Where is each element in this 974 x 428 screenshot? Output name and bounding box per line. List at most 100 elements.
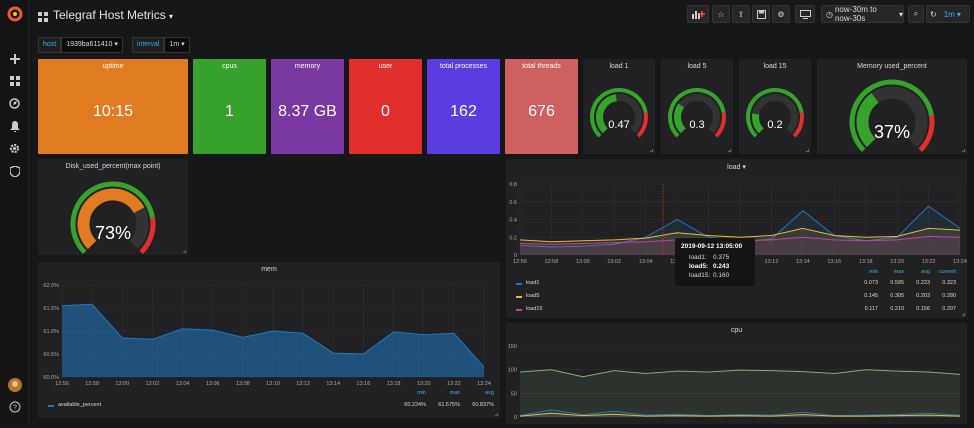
- time-range-label: now-30m to now-30s: [835, 5, 896, 23]
- stat-value: 1: [193, 103, 266, 121]
- legend-item[interactable]: available_percent: [48, 402, 138, 410]
- y-tick-label: 62.0%: [43, 283, 59, 289]
- memory-used-panel[interactable]: Memory used_percent 37%: [817, 59, 967, 154]
- legend-stat: 0.223: [902, 280, 930, 286]
- load5-gauge: [661, 79, 733, 149]
- panel-title[interactable]: load ▾: [506, 163, 967, 171]
- explore-icon[interactable]: [0, 94, 29, 112]
- refresh-button[interactable]: ↻1m▾: [926, 5, 970, 23]
- x-tick-label: 13:22: [922, 259, 936, 265]
- star-icon: ☆: [717, 10, 724, 19]
- x-tick-label: 13:12: [296, 381, 310, 387]
- legend-stat: 0.203: [902, 293, 930, 299]
- y-tick-label: 60.5%: [43, 352, 59, 358]
- load1-panel[interactable]: load 1 0.47: [583, 59, 655, 154]
- x-tick-label: 13:06: [206, 381, 220, 387]
- panel-title: cpu: [506, 327, 967, 334]
- x-tick-label: 13:08: [236, 381, 250, 387]
- x-tick-label: 13:24: [477, 381, 491, 387]
- gear-icon[interactable]: [0, 139, 29, 157]
- svg-text:?: ?: [13, 405, 17, 412]
- x-tick-label: 13:22: [447, 381, 461, 387]
- tooltip-series: load1:: [681, 253, 713, 262]
- panel-title: load 1: [583, 63, 655, 70]
- panel-title: memory: [271, 63, 344, 70]
- x-tick-label: 13:04: [639, 259, 653, 265]
- bell-icon[interactable]: [0, 117, 29, 135]
- share-button[interactable]: ⇪: [732, 5, 750, 23]
- dashboard-title[interactable]: Telegraf Host Metrics ▾: [53, 8, 173, 22]
- legend-label: load1: [526, 280, 539, 286]
- memory-panel[interactable]: memory 8.37 GB: [271, 59, 344, 154]
- x-tick-label: 13:10: [266, 381, 280, 387]
- zoom-out-button[interactable]: ⌕: [908, 5, 924, 23]
- y-tick-label: 0.2: [509, 235, 517, 241]
- time-picker-button[interactable]: ◷now-30m to now-30s▾: [821, 5, 904, 23]
- legend-stat: 0.073: [850, 280, 878, 286]
- panel-title: total processes: [427, 63, 500, 70]
- y-tick-label: 0.8: [509, 182, 517, 188]
- avatar[interactable]: [0, 376, 29, 394]
- refresh-icon: ↻: [930, 10, 937, 19]
- stat-value: 10:15: [38, 103, 188, 121]
- x-tick-label: 13:20: [890, 259, 904, 265]
- settings-button[interactable]: ⚙: [772, 5, 790, 23]
- legend-stat: 0.280: [928, 293, 956, 299]
- total-processes-panel[interactable]: total processes 162: [427, 59, 500, 154]
- sidebar: ?: [0, 0, 29, 424]
- legend-item[interactable]: load5: [516, 293, 606, 301]
- add-panel-button[interactable]: [687, 5, 709, 23]
- monitor-icon: [800, 10, 811, 19]
- variable-select-host[interactable]: 1939ba611410 ▾: [61, 37, 123, 53]
- x-tick-label: 13:14: [326, 381, 340, 387]
- star-button[interactable]: ☆: [712, 5, 730, 23]
- share-icon: ⇪: [738, 10, 745, 19]
- cpus-panel[interactable]: cpus 1: [193, 59, 266, 154]
- help-icon[interactable]: ?: [0, 398, 29, 416]
- y-tick-label: 150: [508, 344, 517, 350]
- legend-stat: 0.595: [876, 280, 904, 286]
- legend-item[interactable]: load15: [516, 306, 606, 314]
- y-tick-label: 0.4: [509, 218, 517, 224]
- x-tick-label: 13:04: [176, 381, 190, 387]
- legend-item[interactable]: load1: [516, 280, 606, 288]
- top-bar: Telegraf Host Metrics ▾ ☆ ⇪ ⚙ ◷now-30m t…: [29, 0, 974, 30]
- panel-title: Disk_used_percent(max point): [38, 163, 188, 170]
- legend-stat: 0.145: [850, 293, 878, 299]
- legend-stat: 0.117: [850, 306, 878, 312]
- legend-header: max: [432, 390, 460, 396]
- dashboard-grid-icon: [38, 9, 48, 27]
- x-tick-label: 13:16: [357, 381, 371, 387]
- load5-panel[interactable]: load 5 0.3: [661, 59, 733, 154]
- dashboards-icon[interactable]: [0, 72, 29, 90]
- x-tick-label: 12:58: [85, 381, 99, 387]
- load15-panel[interactable]: load 15 0.2: [739, 59, 811, 154]
- stat-value: 0: [349, 103, 422, 121]
- tooltip-series: load5:: [681, 262, 713, 271]
- uptime-panel[interactable]: uptime 10:15: [38, 59, 188, 154]
- x-tick-label: 13:16: [827, 259, 841, 265]
- legend-label: available_percent: [58, 402, 101, 408]
- total-threads-panel[interactable]: total threads 676: [505, 59, 578, 154]
- y-tick-label: 0.6: [509, 200, 517, 206]
- user-panel[interactable]: user 0: [349, 59, 422, 154]
- variable-select-interval[interactable]: 1m ▾: [164, 37, 189, 53]
- series-area: [520, 370, 960, 417]
- disk-used-panel[interactable]: Disk_used_percent(max point) 73%: [38, 159, 188, 255]
- x-tick-label: 13:20: [417, 381, 431, 387]
- plus-icon[interactable]: [0, 50, 29, 68]
- tooltip-value: 0.375: [713, 253, 729, 262]
- shield-icon[interactable]: [0, 162, 29, 180]
- grafana-logo-icon[interactable]: [0, 5, 29, 23]
- stat-value: 676: [505, 103, 578, 121]
- save-button[interactable]: [752, 5, 770, 23]
- x-tick-label: 13:14: [796, 259, 810, 265]
- legend-header: min: [850, 269, 878, 275]
- y-tick-label: 50: [511, 391, 517, 397]
- tv-mode-button[interactable]: [795, 5, 815, 23]
- tooltip-time: 2019-09-12 13:05:00: [681, 243, 749, 250]
- tooltip-series: load15:: [681, 271, 713, 280]
